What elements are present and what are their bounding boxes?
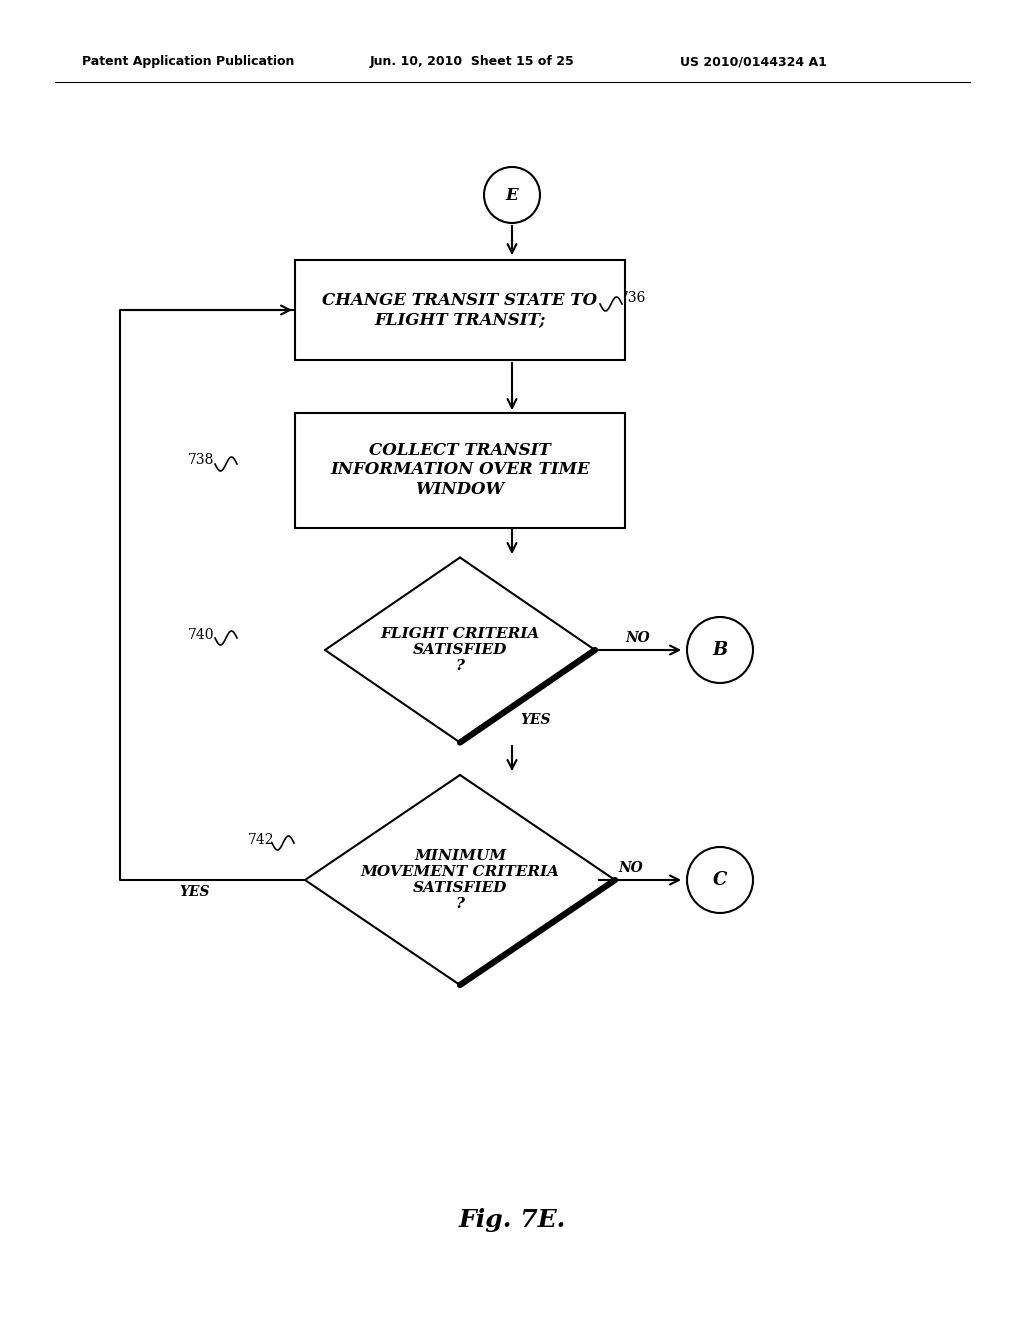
Ellipse shape [687, 847, 753, 913]
Text: NO: NO [618, 861, 643, 875]
Ellipse shape [484, 168, 540, 223]
Text: 736: 736 [620, 290, 646, 305]
Text: Patent Application Publication: Patent Application Publication [82, 55, 294, 69]
Text: B: B [713, 642, 728, 659]
Text: 742: 742 [248, 833, 274, 847]
Text: COLLECT TRANSIT
INFORMATION OVER TIME
WINDOW: COLLECT TRANSIT INFORMATION OVER TIME WI… [330, 442, 590, 498]
Text: CHANGE TRANSIT STATE TO
FLIGHT TRANSIT;: CHANGE TRANSIT STATE TO FLIGHT TRANSIT; [323, 292, 598, 329]
Text: 738: 738 [188, 453, 214, 467]
Text: Jun. 10, 2010  Sheet 15 of 25: Jun. 10, 2010 Sheet 15 of 25 [370, 55, 574, 69]
Text: YES: YES [179, 884, 210, 899]
Text: US 2010/0144324 A1: US 2010/0144324 A1 [680, 55, 826, 69]
Text: NO: NO [625, 631, 650, 645]
Text: Fig. 7E.: Fig. 7E. [459, 1208, 565, 1232]
Text: 740: 740 [188, 628, 214, 642]
Text: C: C [713, 871, 727, 888]
Bar [295, 260, 625, 360]
Text: FLIGHT CRITERIA
SATISFIED
?: FLIGHT CRITERIA SATISFIED ? [380, 627, 540, 673]
Text: E: E [506, 186, 518, 203]
Bar [295, 412, 625, 528]
Text: MINIMUM
MOVEMENT CRITERIA
SATISFIED
?: MINIMUM MOVEMENT CRITERIA SATISFIED ? [360, 849, 559, 911]
Text: YES: YES [520, 713, 551, 727]
Ellipse shape [687, 616, 753, 682]
